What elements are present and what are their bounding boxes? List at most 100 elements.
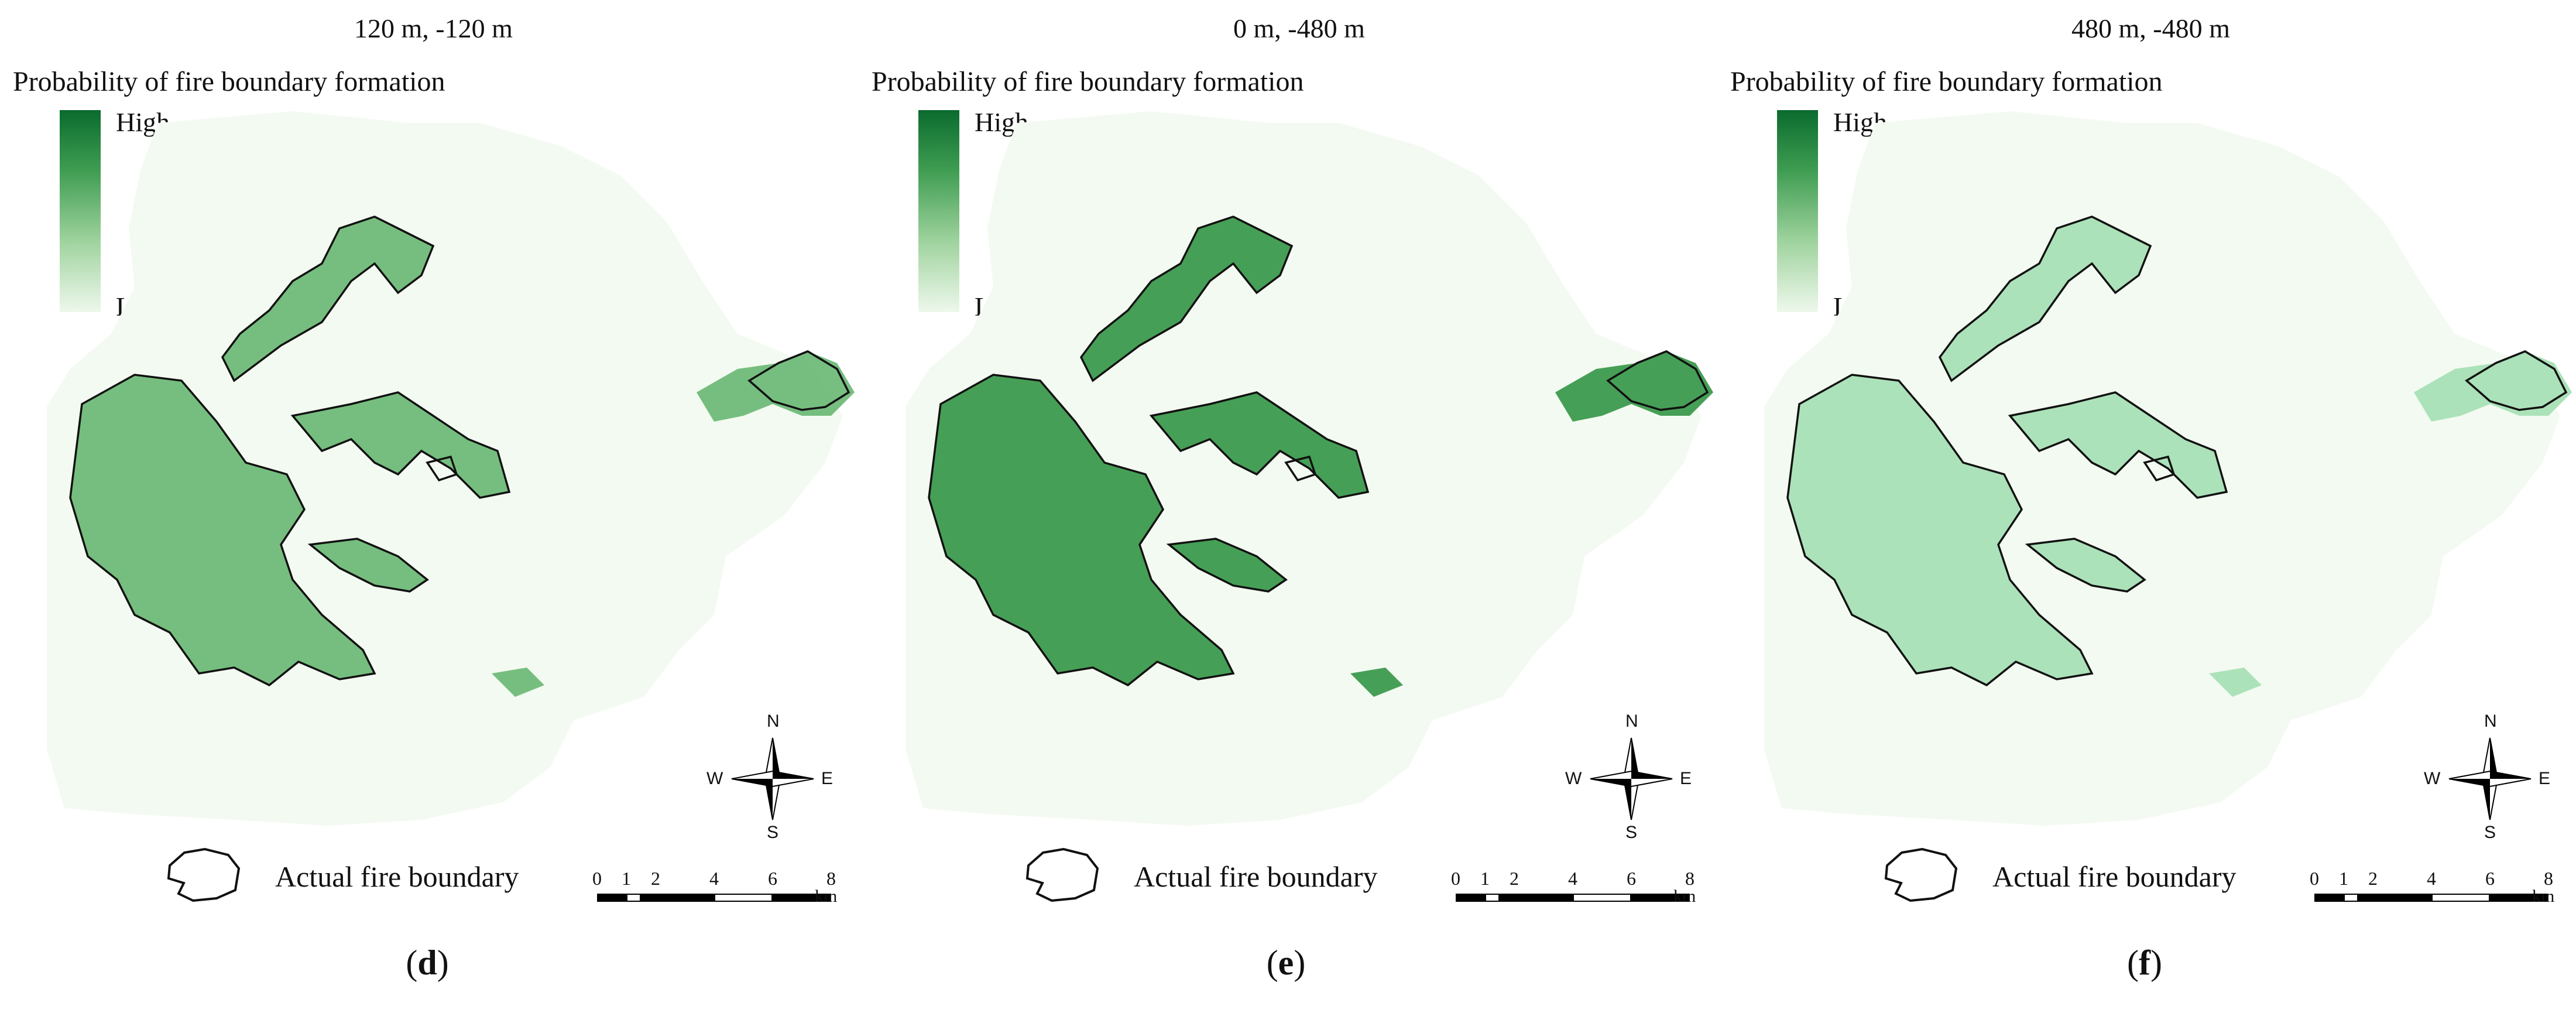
map-panel-e: 0 m, -480 m Probability of fire boundary…: [859, 0, 1717, 1016]
compass-north: N: [767, 711, 780, 731]
panel-title: 120 m, -120 m: [354, 13, 513, 43]
fire-boundary: [1938, 215, 2152, 382]
scale-tick-label: 8: [826, 868, 836, 889]
scale-segment: [1573, 894, 1631, 902]
scale-tick-label: 4: [709, 868, 719, 889]
scale-tick-label: 4: [1568, 868, 1577, 889]
fire-boundary-label: Actual fire boundary: [275, 860, 519, 893]
burn-zone-south: [1169, 539, 1286, 591]
burn-zone-north: [222, 217, 433, 381]
compass-south: S: [1625, 823, 1638, 842]
probability-map: [1764, 111, 2572, 826]
burn-zone-south: [2028, 539, 2145, 591]
burn-zone-north: [1940, 217, 2150, 381]
scale-segment: [626, 894, 641, 902]
fire-boundary: [2143, 455, 2176, 482]
fire-boundary-key-icon: [167, 847, 241, 902]
actual-fire-boundaries: [928, 215, 1709, 687]
scale-segment: [2314, 894, 2344, 902]
scale-tick-label: 2: [651, 868, 660, 889]
scale-tick-label: 2: [2368, 868, 2378, 889]
fire-boundary-key-icon: [1025, 847, 1099, 902]
scale-segment: [656, 894, 714, 902]
fire-boundary: [747, 350, 850, 411]
scale-tick-label: 1: [622, 868, 631, 889]
caption-close-paren: ): [1294, 943, 1306, 982]
panel-caption: (d): [406, 943, 448, 983]
scale-segment: [641, 894, 656, 902]
fire-boundary: [1079, 215, 1294, 382]
scale-segment: [2344, 894, 2358, 902]
burn-zone-east: [1555, 351, 1713, 422]
scale-tick-label: 2: [1510, 868, 1519, 889]
panel-title: 480 m, -480 m: [2071, 13, 2230, 43]
scale-bar: 0 1 2 4 6 8 km: [1451, 868, 1702, 915]
fire-boundary: [1166, 538, 1288, 593]
burn-zone-southeast: [2209, 668, 2262, 697]
compass-west: W: [706, 769, 723, 788]
caption-open-paren: (: [1266, 943, 1278, 982]
map-panel-f: 480 m, -480 m Probability of fire bounda…: [1717, 0, 2576, 1016]
scale-tick-label: 4: [2427, 868, 2436, 889]
scale-segment: [2358, 894, 2373, 902]
fire-boundary: [928, 374, 1235, 687]
compass-south: S: [2484, 823, 2496, 842]
probability-color-ramp: [918, 110, 959, 312]
scale-tick-label: 8: [2544, 868, 2553, 889]
burn-zone-east: [697, 351, 855, 422]
scale-segment: [1485, 894, 1500, 902]
scale-tick-label: 6: [768, 868, 777, 889]
caption-close-paren: ): [437, 943, 449, 982]
fire-boundary: [69, 374, 376, 687]
probability-map: [905, 111, 1713, 826]
burn-zone-east: [2414, 351, 2572, 422]
scale-bar: 0 1 2 4 6 8 km: [592, 868, 843, 915]
legend-title: Probability of fire boundary formation: [872, 66, 1304, 97]
fire-boundary: [2465, 350, 2568, 411]
scale-segment: [597, 894, 626, 902]
burn-zone-west: [70, 375, 375, 685]
scale-tick-label: 8: [1685, 868, 1695, 889]
fire-boundary: [307, 538, 429, 593]
caption-open-paren: (: [406, 943, 418, 982]
scale-unit: km: [1673, 887, 1696, 906]
compass-west: W: [1565, 769, 1582, 788]
fire-boundary: [221, 215, 435, 382]
fire-boundary: [1786, 374, 2094, 687]
scale-segment: [773, 894, 831, 902]
fire-boundary: [2025, 538, 2146, 593]
compass-north: N: [2484, 711, 2497, 731]
scale-tick-label: 0: [1451, 868, 1460, 889]
scale-segment: [2490, 894, 2548, 902]
compass-west: W: [2424, 769, 2441, 788]
fire-boundary: [1149, 391, 1370, 499]
panel-caption: (e): [1267, 943, 1306, 983]
burn-zone-southeast: [1350, 668, 1403, 697]
scale-segment: [2373, 894, 2431, 902]
burn-zone-west: [929, 375, 1233, 685]
scale-unit: km: [815, 887, 838, 906]
burn-zone-southeast: [492, 668, 544, 697]
scale-segment: [1631, 894, 1690, 902]
compass-east: E: [2539, 769, 2551, 788]
probability-color-ramp: [1777, 110, 1818, 312]
fire-boundary: [290, 391, 511, 499]
fire-boundary-label: Actual fire boundary: [1134, 860, 1378, 893]
compass-east: E: [821, 769, 833, 788]
burn-zone-north: [1081, 217, 1292, 381]
fire-boundary: [1284, 455, 1317, 482]
actual-fire-boundaries: [69, 215, 850, 687]
compass-north: N: [1625, 711, 1638, 731]
caption-letter: e: [1278, 943, 1294, 982]
fire-boundary: [1606, 350, 1709, 411]
panel-caption: (f): [2127, 943, 2162, 983]
scale-tick-label: 0: [2310, 868, 2319, 889]
scale-segment: [2431, 894, 2490, 902]
scale-segment: [714, 894, 773, 902]
scale-segment: [1456, 894, 1485, 902]
scale-tick-label: 0: [592, 868, 602, 889]
scale-segment: [1514, 894, 1573, 902]
scale-tick-label: 1: [2339, 868, 2348, 889]
fire-boundary: [2008, 391, 2228, 499]
panel-title: 0 m, -480 m: [1233, 13, 1365, 43]
